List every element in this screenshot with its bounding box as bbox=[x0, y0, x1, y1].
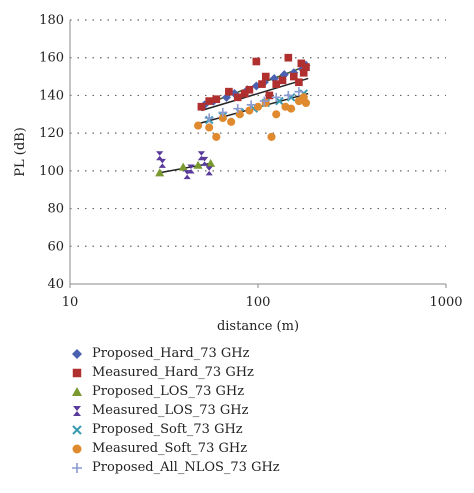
data-point bbox=[233, 104, 243, 114]
data-point bbox=[158, 158, 166, 168]
legend-label: Measured_Soft_73 GHz bbox=[92, 441, 248, 456]
data-point bbox=[271, 92, 281, 102]
data-point bbox=[275, 96, 284, 106]
data-point bbox=[205, 123, 214, 132]
legend-item: Measured_Hard_73 GHz bbox=[70, 363, 280, 382]
legend-label: Measured_LOS_73 GHz bbox=[92, 403, 249, 418]
trend-line bbox=[201, 77, 309, 112]
legend-item: Proposed_LOS_73 GHz bbox=[70, 382, 280, 401]
legend-marker-shape bbox=[72, 462, 82, 473]
data-point bbox=[299, 68, 308, 77]
data-point bbox=[252, 57, 261, 66]
data-point bbox=[197, 102, 206, 111]
legend-marker-shape bbox=[72, 348, 82, 359]
x-tick-label: 10 bbox=[62, 295, 79, 310]
data-point bbox=[246, 100, 256, 110]
x-tick-label: 100 bbox=[246, 295, 271, 310]
legend-label: Proposed_LOS_73 GHz bbox=[92, 384, 245, 399]
data-point bbox=[205, 97, 214, 105]
y-tick-label: 40 bbox=[47, 277, 64, 292]
legend-marker bbox=[72, 424, 82, 435]
legend-label: Measured_Hard_73 GHz bbox=[92, 365, 254, 380]
data-point bbox=[201, 156, 209, 166]
data-point bbox=[301, 98, 311, 108]
data-point bbox=[289, 72, 298, 81]
data-point bbox=[283, 90, 293, 100]
legend-marker bbox=[73, 405, 81, 416]
data-point bbox=[272, 80, 281, 88]
data-point bbox=[297, 59, 306, 68]
data-point bbox=[240, 89, 249, 98]
y-tick-label: 60 bbox=[47, 239, 64, 254]
data-point bbox=[178, 162, 188, 171]
data-point bbox=[233, 93, 242, 102]
legend-marker-shape bbox=[72, 424, 82, 435]
y-tick-label: 180 bbox=[39, 13, 64, 28]
data-point bbox=[156, 151, 164, 161]
legend-item: Proposed_All_NLOS_73 GHz bbox=[70, 458, 280, 477]
data-point bbox=[206, 158, 216, 167]
legend-marker-shape bbox=[72, 368, 82, 377]
data-point bbox=[272, 110, 281, 119]
data-point bbox=[258, 80, 266, 88]
y-tick-label: 120 bbox=[39, 126, 64, 141]
data-point bbox=[245, 106, 254, 115]
y-tick-label: 160 bbox=[39, 51, 64, 66]
data-point bbox=[295, 78, 303, 87]
legend: Proposed_Hard_73 GHz Measured_Hard_73 GHz… bbox=[70, 344, 280, 477]
legend-item: Measured_LOS_73 GHz bbox=[70, 401, 280, 420]
data-point bbox=[204, 113, 214, 123]
legend-marker bbox=[72, 368, 82, 377]
legend-item: Proposed_Hard_73 GHz bbox=[70, 344, 280, 363]
legend-label: Proposed_Hard_73 GHz bbox=[92, 346, 250, 361]
data-point bbox=[253, 102, 263, 111]
data-point bbox=[259, 96, 269, 106]
x-axis-label: distance (m) bbox=[217, 319, 299, 334]
y-tick-label: 80 bbox=[47, 202, 64, 217]
data-point bbox=[227, 117, 236, 126]
legend-item: Measured_Soft_73 GHz bbox=[70, 439, 280, 458]
data-point bbox=[212, 95, 221, 104]
legend-item: Proposed_Soft_73 GHz bbox=[70, 420, 280, 439]
data-point bbox=[261, 72, 270, 81]
y-axis-ticks: 40 60 80 100 120 140 160 180 bbox=[39, 13, 64, 292]
y-tick-label: 100 bbox=[39, 164, 64, 179]
data-point bbox=[245, 85, 254, 94]
x-tick-label: 1000 bbox=[429, 295, 462, 310]
data-point bbox=[294, 87, 304, 97]
data-point bbox=[265, 91, 274, 100]
grid-lines bbox=[70, 19, 446, 247]
data-point bbox=[218, 107, 228, 117]
y-tick-label: 140 bbox=[39, 88, 64, 103]
data-point bbox=[225, 87, 233, 96]
data-point bbox=[194, 121, 203, 130]
legend-label: Proposed_Soft_73 GHz bbox=[92, 422, 243, 437]
data-point bbox=[267, 132, 276, 141]
data-point bbox=[193, 160, 203, 169]
data-point bbox=[218, 114, 227, 123]
y-axis-label: PL (dB) bbox=[13, 127, 28, 177]
data-point bbox=[205, 166, 213, 176]
data-point bbox=[261, 98, 270, 108]
legend-marker-shape bbox=[73, 405, 81, 416]
data-points bbox=[155, 53, 311, 180]
data-point bbox=[287, 104, 296, 113]
legend-marker-shape bbox=[72, 444, 82, 453]
legend-marker bbox=[72, 348, 82, 359]
legend-marker bbox=[72, 444, 82, 453]
legend-marker bbox=[72, 386, 82, 396]
data-point bbox=[278, 76, 287, 85]
data-point bbox=[212, 132, 221, 141]
legend-label: Proposed_All_NLOS_73 GHz bbox=[92, 460, 280, 475]
data-point bbox=[284, 53, 293, 62]
chart-svg: 40 60 80 100 120 140 160 180 10 100 1000 distance… bbox=[13, 13, 463, 334]
data-point bbox=[187, 164, 195, 174]
x-axis-ticks: 10 100 1000 bbox=[62, 284, 463, 310]
data-point bbox=[302, 63, 310, 71]
legend-marker bbox=[72, 462, 82, 473]
data-point bbox=[155, 168, 165, 177]
legend-marker-shape bbox=[72, 386, 82, 396]
